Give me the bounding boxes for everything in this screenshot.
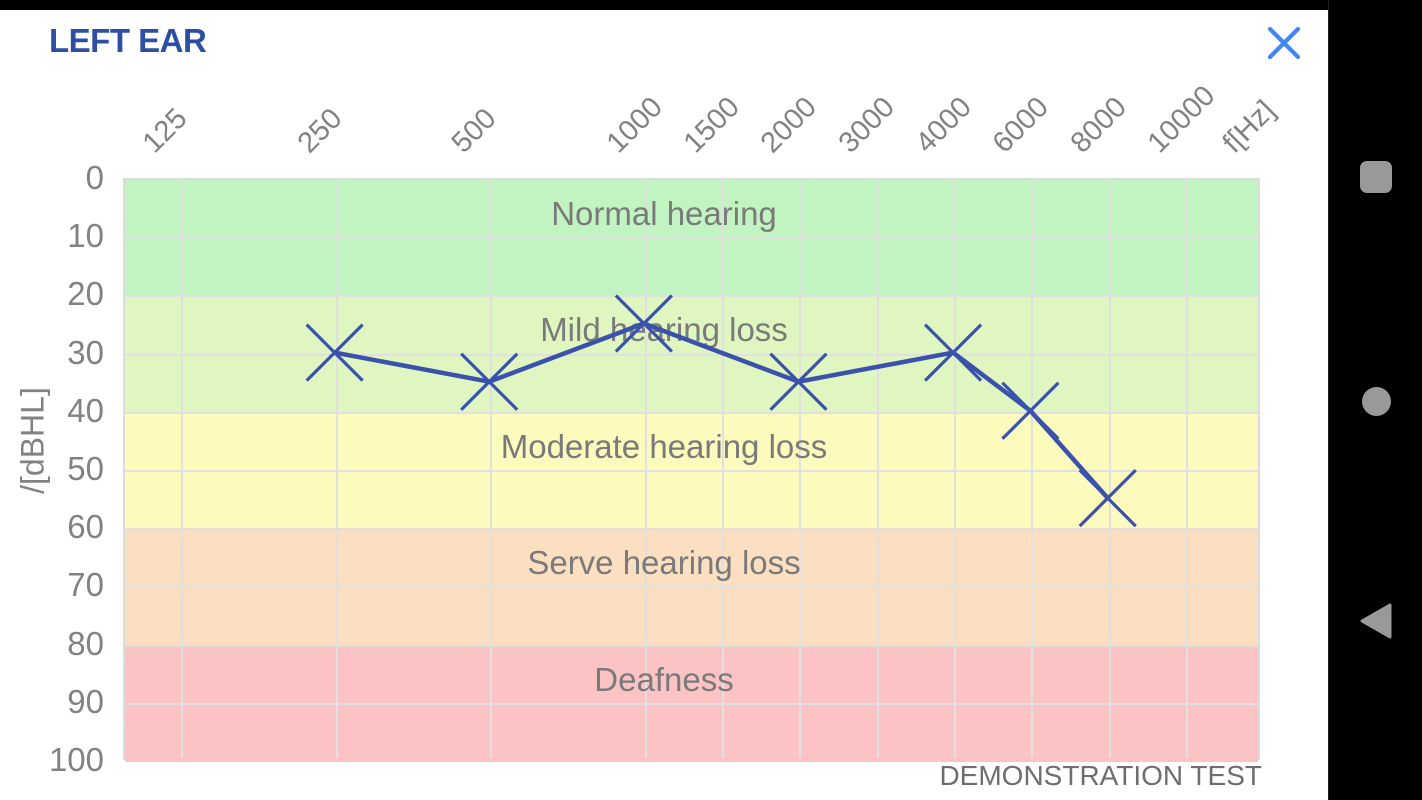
- y-tick-label-10: 10: [67, 217, 104, 255]
- audiogram-series: [305, 294, 1137, 528]
- x-axis-unit-label-text: f[Hz]: [1216, 94, 1282, 160]
- y-tick-label-50: 50: [67, 450, 104, 487]
- gridline-v: [799, 180, 802, 758]
- x-tick-label-250-text: 250: [291, 102, 349, 160]
- band-label-deafness: Deafness: [594, 660, 734, 698]
- x-tick-label-8000-text: 8000: [1064, 91, 1133, 160]
- recents-button[interactable]: [1329, 145, 1422, 209]
- close-icon: [1267, 26, 1301, 60]
- y-tick-label-40: 40: [67, 391, 104, 429]
- status-bar: [0, 0, 1422, 10]
- gridline-v: [1108, 180, 1111, 758]
- band-label-moderate-hearing-loss: Moderate hearing loss: [500, 427, 828, 465]
- band-label-normal-hearing: Normal hearing: [551, 195, 777, 232]
- x-tick-label-6000-text: 6000: [987, 91, 1056, 160]
- y-tick-label-70: 70: [67, 566, 104, 604]
- x-tick-label-500-text: 500: [445, 102, 503, 160]
- gridline-v: [490, 180, 493, 758]
- x-tick-label-10000-text: 10000: [1141, 79, 1222, 160]
- y-tick-label-20: 20: [67, 275, 104, 313]
- page-title: LEFT EAR: [49, 22, 207, 59]
- gridline-h: [125, 295, 1258, 298]
- gridline-v: [722, 180, 725, 758]
- gridline-v: [954, 180, 957, 758]
- home-circle-icon: [1361, 386, 1391, 416]
- y-tick-label-60: 60: [67, 508, 104, 546]
- x-tick-label-4000-text: 4000: [909, 91, 979, 160]
- demonstration-test-label: DEMONSTRATION TEST: [939, 760, 1262, 791]
- x-tick-label-1000-text: 1000: [600, 91, 669, 160]
- y-tick-label-80: 80: [67, 624, 104, 662]
- close-button[interactable]: [1257, 16, 1311, 70]
- data-point-marker-4000hz: [923, 323, 983, 382]
- threshold-line: [334, 321, 1110, 500]
- gridline-v: [335, 180, 338, 758]
- x-tick-label-3000-text: 3000: [832, 91, 901, 160]
- back-triangle-icon: [1360, 603, 1392, 639]
- gridline-v: [1186, 180, 1189, 758]
- gridline-h: [125, 237, 1258, 240]
- gridline-v: [1031, 180, 1034, 758]
- x-tick-label-125-text: 125: [136, 102, 194, 160]
- y-tick-label-30: 30: [67, 333, 104, 371]
- gridline-h: [125, 470, 1258, 472]
- x-tick-label-2000-text: 2000: [755, 91, 824, 160]
- gridline-v: [876, 180, 879, 758]
- x-tick-label-1500-text: 1500: [677, 91, 747, 160]
- gridline-h: [125, 644, 1258, 647]
- gridline-v: [644, 180, 647, 758]
- gridline-v: [181, 180, 183, 758]
- android-nav-bar: [1328, 0, 1422, 800]
- plot-area: [123, 178, 1260, 762]
- data-point-marker-6000hz: [1001, 381, 1060, 440]
- data-point-marker-2000hz: [769, 352, 828, 411]
- gridline-h: [125, 586, 1258, 589]
- data-point-marker-500hz: [460, 352, 519, 411]
- data-point-marker-250hz: [305, 323, 364, 382]
- data-point-marker-1000hz: [614, 294, 673, 353]
- y-tick-label-0: 0: [85, 159, 104, 196]
- data-point-marker-8000hz: [1078, 468, 1137, 528]
- y-tick-label-100: 100: [48, 741, 104, 778]
- band-label-serve-hearing-loss: Serve hearing loss: [527, 544, 801, 582]
- gridline-h: [125, 528, 1258, 531]
- gridline-h: [125, 702, 1258, 705]
- back-button[interactable]: [1329, 589, 1422, 653]
- gridline-h: [125, 411, 1258, 414]
- y-tick-label-90: 90: [67, 682, 104, 720]
- gridline-h: [125, 353, 1258, 356]
- recents-square-icon: [1360, 161, 1392, 193]
- home-button[interactable]: [1329, 369, 1422, 433]
